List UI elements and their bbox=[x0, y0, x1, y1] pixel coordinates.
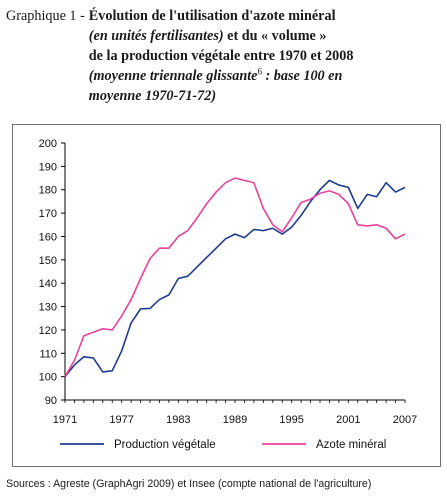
figure-number: Graphique 1 - bbox=[6, 8, 85, 24]
y-tick-label: 200 bbox=[39, 138, 57, 150]
legend-label: Azote minéral bbox=[316, 439, 386, 451]
y-tick-label: 150 bbox=[39, 255, 57, 267]
title-line-5: moyenne 1970-71-72) bbox=[88, 88, 217, 104]
axes: 90 100 110 120 130 140 150 160 170 180 190 200 1971 1… bbox=[39, 138, 418, 426]
series-line-production-vegetale bbox=[64, 179, 406, 378]
title-line-1: Évolution de l'utilisation d'azote minér… bbox=[88, 8, 336, 24]
x-tick-label: 1989 bbox=[223, 414, 247, 426]
x-tick-label: 1971 bbox=[53, 414, 77, 426]
series-line-azote-mineral bbox=[64, 177, 406, 378]
chart-title: Graphique 1 - Évolution de l'utilisation… bbox=[6, 6, 442, 106]
y-tick-label: 130 bbox=[39, 302, 57, 314]
title-line-3: de la production végétale entre 1970 et … bbox=[88, 48, 354, 64]
legend: Production végétale Azote minéral bbox=[60, 439, 386, 451]
y-tick-label: 160 bbox=[39, 231, 57, 243]
x-tick-label: 1995 bbox=[279, 414, 303, 426]
y-tick-label: 110 bbox=[39, 348, 57, 360]
source-note: Sources : Agreste (GraphAgri 2009) et In… bbox=[6, 478, 372, 490]
title-line-2: (en unités fertilisantes) et du « volume… bbox=[88, 28, 327, 44]
y-tick-label: 100 bbox=[39, 372, 57, 384]
x-tick-label: 2007 bbox=[393, 414, 417, 426]
series-lines bbox=[64, 177, 406, 378]
y-tick-label: 170 bbox=[39, 208, 57, 220]
x-tick-label: 2001 bbox=[336, 414, 360, 426]
chart-frame bbox=[12, 124, 441, 467]
title-line-4: (moyenne triennale glissante6 : base 100… bbox=[88, 66, 343, 84]
y-tick-label: 190 bbox=[39, 161, 57, 173]
x-tick-label: 1977 bbox=[109, 414, 133, 426]
legend-label: Production végétale bbox=[114, 439, 216, 451]
y-tick-label: 140 bbox=[39, 278, 57, 290]
footnote-marker: 6 bbox=[257, 66, 262, 77]
x-tick-label: 1983 bbox=[166, 414, 190, 426]
y-tick-label: 180 bbox=[39, 185, 57, 197]
y-tick-label: 90 bbox=[45, 395, 57, 407]
y-tick-label: 120 bbox=[39, 325, 57, 337]
